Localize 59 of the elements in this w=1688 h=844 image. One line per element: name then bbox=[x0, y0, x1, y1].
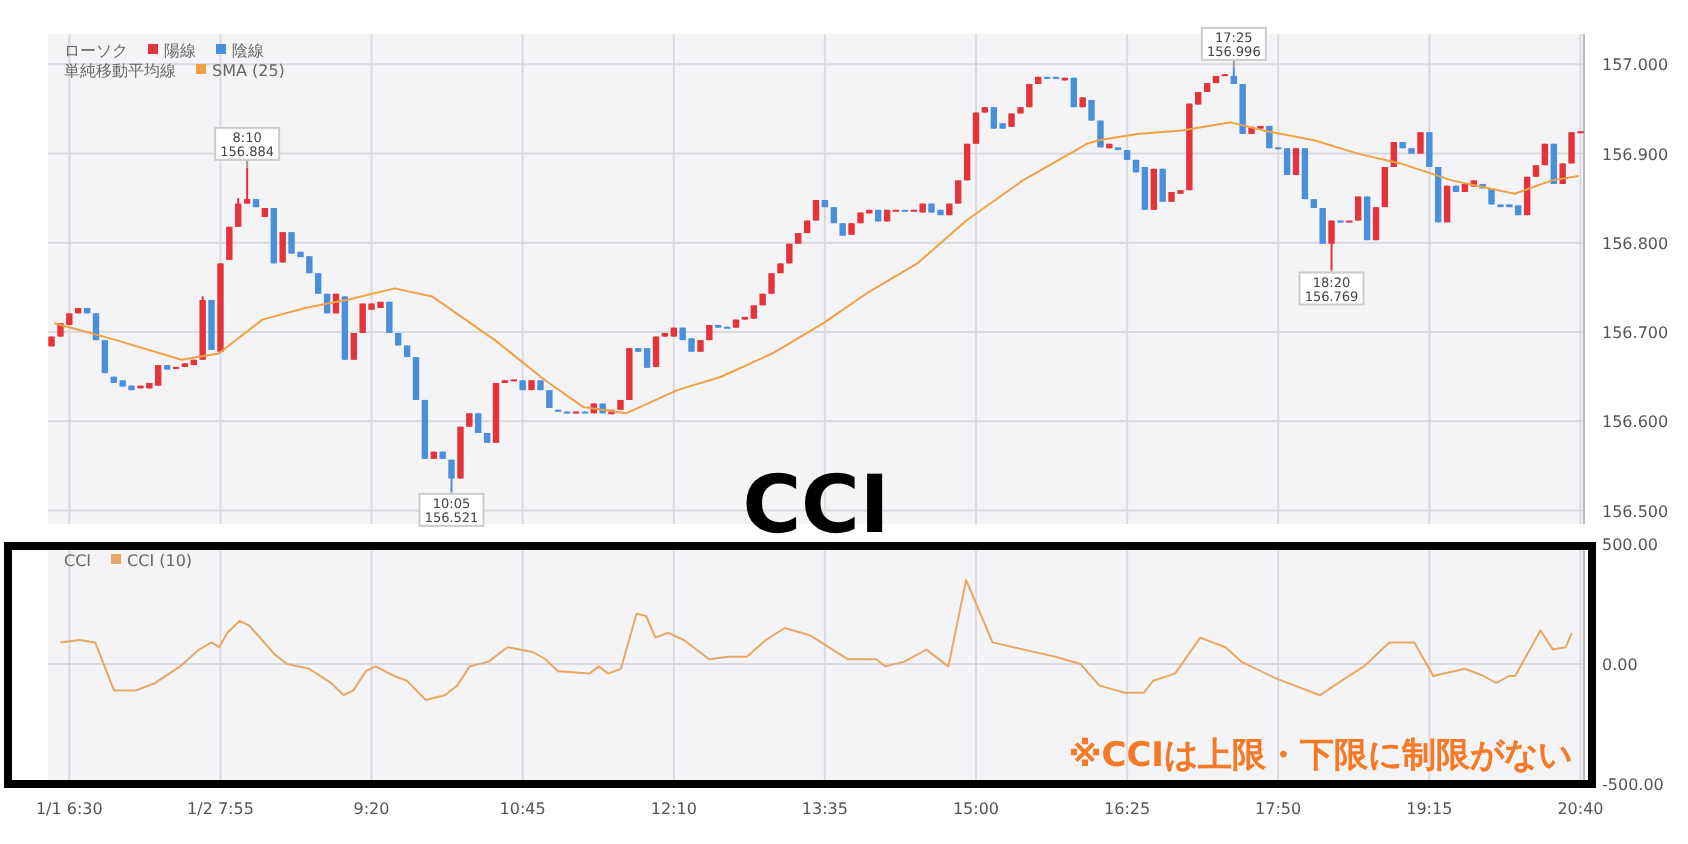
line-series bbox=[59, 579, 1573, 701]
candlestick bbox=[1150, 167, 1158, 211]
legend-title: CCI bbox=[64, 552, 92, 570]
candlestick bbox=[1319, 207, 1326, 245]
candlestick bbox=[990, 106, 998, 130]
chart-title: CCI bbox=[742, 460, 890, 552]
candlestick bbox=[1426, 131, 1433, 168]
legend-label: CCI (10) bbox=[127, 552, 193, 570]
x-tick-label: 17:50 bbox=[1255, 800, 1302, 818]
candlestick bbox=[652, 335, 660, 368]
candlestick bbox=[314, 272, 322, 295]
x-tick-label: 19:15 bbox=[1406, 800, 1453, 818]
x-tick-label: 20:40 bbox=[1557, 800, 1604, 818]
line-series bbox=[53, 121, 1580, 415]
candlestick bbox=[1417, 131, 1424, 155]
candlestick bbox=[101, 339, 109, 375]
candlestick bbox=[234, 197, 242, 228]
candlestick bbox=[1354, 195, 1362, 222]
x-tick-label: 16:25 bbox=[1104, 800, 1151, 818]
y-tick-label: 156.900 bbox=[1602, 145, 1669, 164]
y-tick-label: 156.800 bbox=[1602, 234, 1669, 253]
y-tick-label: -500.00 bbox=[1602, 776, 1664, 794]
x-tick-label: 10:45 bbox=[499, 800, 546, 818]
candlestick bbox=[154, 364, 162, 387]
x-tick-label: 1/2 7:55 bbox=[187, 800, 254, 818]
x-tick-label: 9:20 bbox=[353, 800, 390, 818]
candlestick bbox=[1088, 99, 1095, 122]
y-tick-label: 0.00 bbox=[1602, 656, 1638, 674]
candlestick bbox=[1159, 167, 1166, 203]
legend-label: 陽線 bbox=[164, 42, 196, 60]
candlestick bbox=[1141, 165, 1149, 211]
y-tick-label: 500.00 bbox=[1602, 536, 1658, 554]
annotation: ※CCIは上限・下限に制限がない bbox=[1068, 736, 1572, 776]
candlestick bbox=[1292, 147, 1300, 177]
candlestick bbox=[1283, 147, 1291, 177]
x-tick-label: 1/1 6:30 bbox=[35, 800, 103, 818]
y-tick-label: 156.700 bbox=[1602, 324, 1669, 343]
candlestick bbox=[972, 111, 980, 145]
candlestick bbox=[412, 356, 420, 401]
legend-title: ローソク bbox=[64, 42, 128, 60]
candlestick bbox=[474, 412, 482, 434]
x-tick-label: 13:35 bbox=[801, 800, 848, 818]
y-tick-label: 156.500 bbox=[1602, 502, 1669, 521]
legend-label: 陰線 bbox=[232, 42, 264, 60]
candlestick bbox=[812, 199, 820, 222]
candlestick bbox=[768, 272, 775, 295]
candlestick bbox=[350, 332, 358, 361]
candlestick bbox=[279, 231, 286, 264]
candlestick bbox=[1363, 195, 1371, 242]
candlestick bbox=[954, 179, 962, 205]
x-tick-label: 12:10 bbox=[650, 800, 697, 818]
candlestick bbox=[226, 225, 233, 261]
y-tick-label: 157.000 bbox=[1602, 56, 1669, 75]
annotation: 単純移動平均線 bbox=[64, 62, 176, 80]
legend-label: SMA (25) bbox=[212, 62, 285, 80]
candlestick bbox=[643, 347, 651, 369]
y-tick-label: 156.600 bbox=[1602, 413, 1669, 432]
x-tick-label: 15:00 bbox=[952, 800, 1000, 818]
candlestick bbox=[1372, 206, 1380, 242]
